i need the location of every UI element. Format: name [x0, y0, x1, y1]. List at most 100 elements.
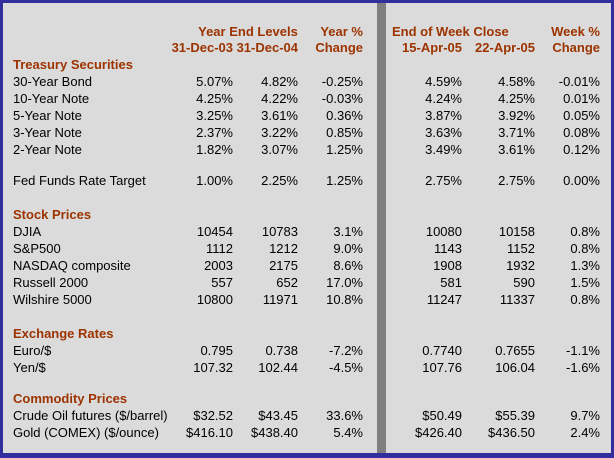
value-dec04: 3.22%	[261, 125, 298, 140]
value-year-change: 17.0%	[326, 275, 363, 290]
row-label: NASDAQ composite	[13, 258, 131, 273]
row-label: Euro/$	[13, 343, 52, 358]
value-dec04: $43.45	[258, 408, 298, 423]
row-2-year-note: 2-Year Note 1.82% 3.07% 1.25% 3.49% 3.61…	[3, 141, 611, 158]
row-wilshire-5000: Wilshire 5000 10800 11971 10.8% 11247 11…	[3, 291, 611, 308]
section-treasury-securities: Treasury Securities	[3, 56, 611, 73]
value-year-change: 1.25%	[326, 173, 363, 188]
value-apr15: $50.49	[422, 408, 462, 423]
value-year-change: 1.25%	[326, 142, 363, 157]
value-week-change: 0.00%	[563, 173, 600, 188]
value-year-change: -0.25%	[321, 74, 363, 89]
value-week-change: 0.8%	[570, 241, 600, 256]
value-apr22: 11337	[499, 292, 535, 307]
value-apr22: 3.71%	[498, 125, 535, 140]
value-apr15: 1908	[433, 258, 462, 273]
value-year-change: -4.5%	[329, 360, 363, 375]
value-apr15: 3.49%	[425, 142, 462, 157]
year-end-levels-header: Year End Levels	[198, 24, 298, 39]
row-label: Yen/$	[13, 360, 46, 375]
row-label: Wilshire 5000	[13, 292, 92, 307]
value-year-change: 3.1%	[333, 224, 363, 239]
value-week-change: 0.12%	[563, 142, 600, 157]
row-3-year-note: 3-Year Note 2.37% 3.22% 0.85% 3.63% 3.71…	[3, 124, 611, 141]
value-dec04: $438.40	[251, 425, 298, 440]
section-stock-prices: Stock Prices	[3, 206, 611, 223]
row-label: 3-Year Note	[13, 125, 82, 140]
value-apr22: 1152	[507, 241, 535, 256]
row-crude-oil-futures: Crude Oil futures ($/barrel) $32.52 $43.…	[3, 407, 611, 424]
row-russell-2000: Russell 2000 557 652 17.0% 581 590 1.5%	[3, 274, 611, 291]
value-apr15: 581	[440, 275, 462, 290]
header-row-group-titles: Year End Levels Year % End of Week Close…	[3, 24, 611, 40]
section-exchange-rates: Exchange Rates	[3, 325, 611, 342]
value-dec04: 2.25%	[261, 173, 298, 188]
row-label: Crude Oil futures ($/barrel)	[13, 408, 168, 423]
value-year-change: 33.6%	[326, 408, 363, 423]
value-apr15: 1143	[434, 241, 462, 256]
value-dec03: 0.795	[200, 343, 233, 358]
row-30-year-bond: 30-Year Bond 5.07% 4.82% -0.25% 4.59% 4.…	[3, 73, 611, 90]
value-dec04: 3.07%	[261, 142, 298, 157]
section-title: Stock Prices	[13, 207, 92, 222]
section-commodity-prices: Commodity Prices	[3, 390, 611, 407]
value-apr15: 10080	[425, 224, 462, 239]
value-apr22: 4.25%	[498, 91, 535, 106]
top-padding	[3, 3, 611, 24]
value-dec03: 557	[211, 275, 233, 290]
col-header-31-dec-03: 31-Dec-03	[171, 40, 233, 55]
spacer	[3, 308, 611, 325]
value-week-change: -1.1%	[566, 343, 600, 358]
row-label: 2-Year Note	[13, 142, 82, 157]
value-apr15: 3.87%	[425, 108, 462, 123]
value-dec04: 3.61%	[261, 108, 298, 123]
value-apr22: 3.92%	[498, 108, 535, 123]
value-year-change: 0.85%	[326, 125, 363, 140]
value-week-change: -0.01%	[558, 74, 600, 89]
value-apr22: 2.75%	[498, 173, 535, 188]
value-week-change: 9.7%	[570, 408, 600, 423]
value-dec04: 10783	[261, 224, 298, 239]
row-label: 10-Year Note	[13, 91, 90, 106]
row-label: Russell 2000	[13, 275, 89, 290]
value-year-change: 5.4%	[333, 425, 363, 440]
value-week-change: 1.5%	[570, 275, 600, 290]
value-apr22: $55.39	[495, 408, 535, 423]
col-header-22-apr-05: 22-Apr-05	[475, 40, 535, 55]
value-dec03: 3.25%	[196, 108, 233, 123]
value-dec03: 1112	[206, 241, 233, 256]
row-label: S&P500	[13, 241, 61, 256]
value-apr15: 4.59%	[425, 74, 462, 89]
value-apr22: 106.04	[495, 360, 535, 375]
row-yen-dollar: Yen/$ 107.32 102.44 -4.5% 107.76 106.04 …	[3, 359, 611, 376]
vertical-divider	[377, 3, 386, 453]
value-year-change: 9.0%	[333, 241, 363, 256]
end-of-week-close-header: End of Week Close	[392, 24, 509, 39]
value-dec03: 10800	[196, 292, 233, 307]
row-euro-dollar: Euro/$ 0.795 0.738 -7.2% 0.7740 0.7655 -…	[3, 342, 611, 359]
value-week-change: 0.08%	[563, 125, 600, 140]
value-dec04: 4.82%	[261, 74, 298, 89]
spacer	[3, 376, 611, 390]
value-week-change: 0.8%	[570, 292, 600, 307]
value-apr15: 3.63%	[425, 125, 462, 140]
value-apr15: 11247	[426, 292, 462, 307]
header-row-column-dates: 31-Dec-03 31-Dec-04 Change 15-Apr-05 22-…	[3, 40, 611, 56]
row-fed-funds-rate-target: Fed Funds Rate Target 1.00% 2.25% 1.25% …	[3, 172, 611, 189]
value-apr22: 590	[513, 275, 535, 290]
value-week-change: 0.01%	[563, 91, 600, 106]
value-dec04: 2175	[269, 258, 298, 273]
value-week-change: -1.6%	[566, 360, 600, 375]
row-10-year-note: 10-Year Note 4.25% 4.22% -0.03% 4.24% 4.…	[3, 90, 611, 107]
value-apr22: 1932	[506, 258, 535, 273]
week-pct-header: Week %	[551, 24, 600, 39]
value-apr22: 4.58%	[498, 74, 535, 89]
value-dec03: 2.37%	[196, 125, 233, 140]
spacer	[3, 189, 611, 206]
value-week-change: 0.05%	[563, 108, 600, 123]
value-dec03: 1.00%	[196, 173, 233, 188]
value-apr22: 10158	[498, 224, 535, 239]
value-dec04: 0.738	[265, 343, 298, 358]
col-header-week-change: Change	[552, 40, 600, 55]
